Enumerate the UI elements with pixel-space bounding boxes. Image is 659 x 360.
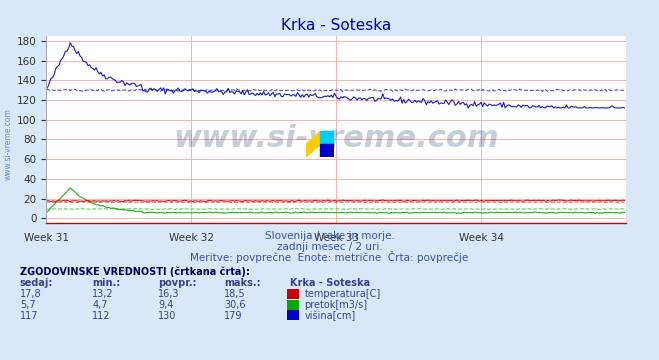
Text: www.si-vreme.com: www.si-vreme.com [3,108,13,180]
Text: 16,3: 16,3 [158,289,180,299]
Text: 117: 117 [20,311,38,321]
Text: 179: 179 [224,311,243,321]
Text: ZGODOVINSKE VREDNOSTI (črtkana črta):: ZGODOVINSKE VREDNOSTI (črtkana črta): [20,267,250,278]
Text: Krka - Soteska: Krka - Soteska [290,278,370,288]
Text: 4,7: 4,7 [92,300,108,310]
Polygon shape [320,131,334,144]
Text: sedaj:: sedaj: [20,278,53,288]
Polygon shape [320,144,334,157]
Text: 5,7: 5,7 [20,300,36,310]
Text: zadnji mesec / 2 uri.: zadnji mesec / 2 uri. [277,242,382,252]
Text: 112: 112 [92,311,111,321]
Text: 13,2: 13,2 [92,289,114,299]
Text: 30,6: 30,6 [224,300,246,310]
Text: povpr.:: povpr.: [158,278,196,288]
Text: pretok[m3/s]: pretok[m3/s] [304,300,368,310]
Title: Krka - Soteska: Krka - Soteska [281,18,391,33]
Text: 18,5: 18,5 [224,289,246,299]
Text: 17,8: 17,8 [20,289,42,299]
Text: www.si-vreme.com: www.si-vreme.com [173,125,499,153]
Text: min.:: min.: [92,278,121,288]
Text: višina[cm]: višina[cm] [304,310,356,321]
Text: maks.:: maks.: [224,278,261,288]
Text: Slovenija / reke in morje.: Slovenija / reke in morje. [264,231,395,242]
Polygon shape [306,144,320,157]
Text: temperatura[C]: temperatura[C] [304,289,381,299]
Polygon shape [306,131,320,144]
Text: 130: 130 [158,311,177,321]
Text: Meritve: povprečne  Enote: metrične  Črta: povprečje: Meritve: povprečne Enote: metrične Črta:… [190,251,469,263]
Text: 9,4: 9,4 [158,300,173,310]
